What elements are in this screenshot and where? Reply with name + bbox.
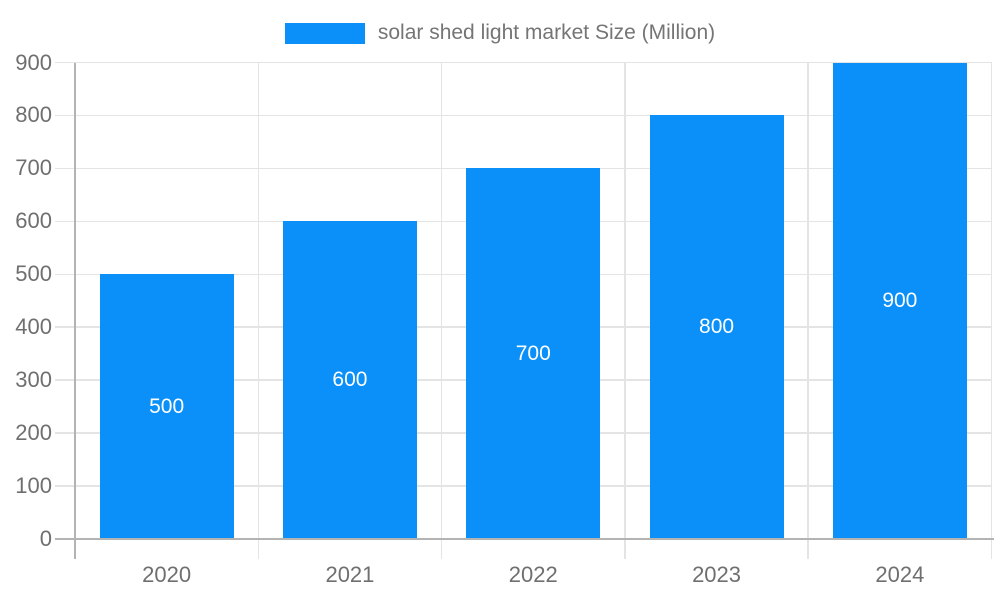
x-gridline: [257, 62, 260, 559]
bar-2024[interactable]: [832, 62, 967, 539]
bar-value-label: 800: [699, 315, 735, 339]
y-axis-tick-label: 200: [15, 420, 52, 446]
x-gridline: [990, 62, 993, 559]
y-gridline: [55, 114, 992, 117]
x-axis-line: [55, 538, 994, 540]
y-axis-tick-label: 0: [39, 526, 52, 551]
y-axis-line: [74, 62, 76, 559]
bar-2020[interactable]: [99, 274, 234, 539]
y-axis-tick-label: 600: [15, 208, 52, 234]
x-axis-tick-label: 2024: [875, 562, 925, 587]
y-axis-tick-label: 400: [15, 314, 52, 340]
bar-2023[interactable]: [649, 115, 784, 539]
bar-value-label: 700: [515, 341, 551, 365]
y-axis-tick-label: 500: [15, 261, 52, 287]
bar-value-label: 500: [149, 394, 185, 418]
x-axis-tick-label: 2022: [508, 562, 558, 587]
y-gridline: [55, 61, 992, 64]
x-axis-tick-label: 2020: [142, 562, 192, 587]
y-axis-tick-label: 700: [15, 155, 52, 181]
bar-value-label: 900: [882, 288, 918, 312]
y-axis-tick-label: 300: [15, 367, 52, 393]
y-axis-tick-label: 900: [15, 49, 52, 75]
x-gridline: [440, 62, 443, 559]
bar-value-label: 600: [332, 368, 368, 392]
x-axis-tick-label: 2023: [692, 562, 742, 587]
x-gridline: [624, 62, 626, 559]
y-axis-tick-label: 100: [15, 473, 52, 499]
x-axis-tick-label: 2021: [325, 562, 375, 587]
x-gridline: [807, 62, 809, 559]
y-axis-tick-label: 800: [15, 102, 52, 128]
bar-2022[interactable]: [466, 168, 601, 539]
bar-2021[interactable]: [282, 221, 417, 539]
